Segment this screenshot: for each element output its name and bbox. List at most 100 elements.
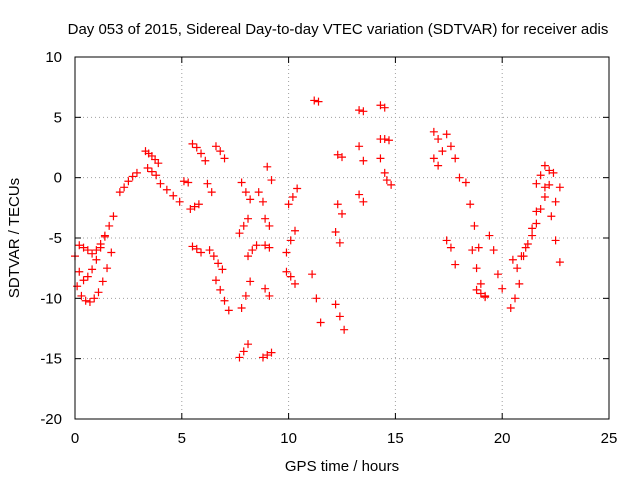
series-arc-ae [310,96,323,106]
data-point [152,171,161,180]
data-point [434,161,443,170]
data-point [511,294,520,303]
data-point [333,200,342,209]
data-point [109,212,118,221]
x-tick-label: 0 [71,430,79,447]
data-point [284,200,293,209]
data-point [258,353,267,362]
x-tick-label: 5 [178,430,186,447]
data-point [331,300,340,309]
series-arc-m [203,179,216,197]
data-point [489,246,498,255]
data-point [98,277,107,286]
data-point [214,259,223,268]
data-point [132,168,141,177]
data-point [186,205,195,214]
data-point [169,191,178,200]
data-point [380,135,389,144]
data-point [376,101,385,110]
data-point [211,276,220,285]
data-point [528,231,537,240]
data-point [293,184,302,193]
data-point [481,293,490,302]
data-point [355,142,364,151]
data-point [261,214,270,223]
chart-title: Day 053 of 2015, Sidereal Day-to-day VTE… [68,21,609,38]
data-point [147,167,156,176]
data-point [551,197,560,206]
series-arc-at [442,236,460,269]
data-point [120,183,129,192]
data-point [536,171,545,180]
y-tick-label: 0 [54,170,62,187]
data-point [244,340,253,349]
data-point [355,190,364,199]
data-point [335,312,344,321]
data-point [246,195,255,204]
data-point [88,265,97,274]
data-point [267,348,276,357]
data-point [190,202,199,211]
data-point [455,173,464,182]
data-point [92,246,101,255]
data-point [261,284,270,293]
y-tick-label: 5 [54,109,62,126]
data-point [252,241,261,250]
data-point [532,207,541,216]
data-point [519,252,528,261]
data-point [380,168,389,177]
data-point [472,285,481,294]
data-point [540,192,549,201]
series-arc-s [237,178,255,204]
series-arc-bc [532,161,554,188]
data-point [218,265,227,274]
series-arc-ad [308,270,325,327]
data-point [359,107,368,116]
data-point [282,248,291,257]
data-point [83,246,92,255]
data-point [263,351,272,360]
data-point [536,205,545,214]
x-tick-label: 10 [280,430,297,447]
data-point [380,103,389,112]
series-arc-al [355,190,368,206]
data-point [235,229,244,238]
data-point [162,185,171,194]
series-arc-e [141,147,163,168]
x-tick-label: 20 [494,430,511,447]
data-point [124,177,133,186]
data-point [446,243,455,252]
data-point [92,255,101,264]
data-point [203,179,212,188]
series-arc-p [235,340,253,362]
series-arc-q [237,277,255,312]
series-arc-l [205,246,227,274]
series-arc-d [115,168,141,197]
data-point [128,172,137,181]
data-point [156,179,165,188]
data-point [237,178,246,187]
data-point [265,221,274,230]
data-point [235,353,244,362]
data-point [115,188,124,197]
series-arc-ap [382,176,396,189]
data-point [201,156,210,165]
series-arc-ay [506,279,524,312]
series-arc-u [254,188,267,206]
y-axis-label: SDTVAR / TECUs [6,178,23,298]
data-point [88,249,97,258]
data-point [547,212,556,221]
data-point [73,282,82,291]
data-point [209,252,218,261]
data-point [248,246,257,255]
data-point [286,236,295,245]
data-point [308,270,317,279]
series-arc-ab [282,226,300,257]
data-point [429,127,438,136]
data-point [532,219,541,228]
data-point [429,154,438,163]
data-point [555,258,564,267]
data-point [434,135,443,144]
series-arc-w [261,284,274,300]
series-arc-ar [429,154,443,170]
